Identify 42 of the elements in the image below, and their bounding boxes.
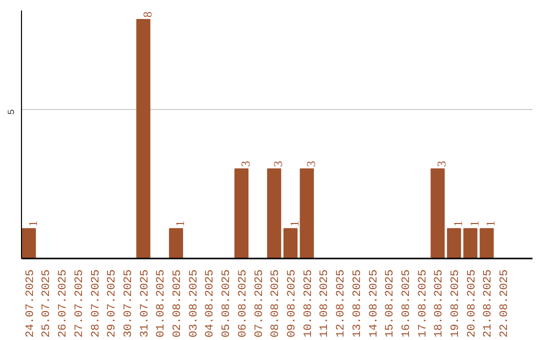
x-tick-label: 14.08.2025 xyxy=(368,269,380,338)
data-label: 3 xyxy=(304,160,318,167)
x-tick-label: 03.08.2025 xyxy=(188,269,200,338)
x-tick-label: 09.08.2025 xyxy=(286,269,298,338)
data-label: 3 xyxy=(271,160,286,167)
y-tick-label: 5 xyxy=(6,109,17,115)
x-tick-label: 30.07.2025 xyxy=(122,269,135,338)
x-tick-label: 08.08.2025 xyxy=(270,269,282,338)
data-label: 1 xyxy=(484,220,498,227)
x-tick-label: 20.08.2025 xyxy=(466,269,478,338)
x-tick-label: 31.07.2025 xyxy=(139,269,152,338)
data-label: 1 xyxy=(26,220,40,227)
x-tick-label: 25.07.2025 xyxy=(41,269,54,338)
x-tick-label: 27.07.2025 xyxy=(74,269,86,338)
x-tick-label: 17.08.2025 xyxy=(417,269,430,338)
x-tick-label: 07.08.2025 xyxy=(254,269,266,338)
x-tick-label: 22.08.2025 xyxy=(499,269,512,338)
x-tick-label: 13.08.2025 xyxy=(352,269,364,338)
data-label: 1 xyxy=(173,220,188,227)
x-tick-label: 21.08.2025 xyxy=(482,269,495,338)
data-label: 1 xyxy=(451,220,466,227)
x-tick-label: 06.08.2025 xyxy=(237,269,250,338)
data-label: 1 xyxy=(467,220,482,227)
x-tick-label: 24.07.2025 xyxy=(24,269,37,338)
x-tick-label: 01.08.2025 xyxy=(156,269,168,338)
x-tick-label: 15.08.2025 xyxy=(384,269,397,338)
x-tick-label: 10.08.2025 xyxy=(302,269,315,338)
data-label: 8 xyxy=(140,11,154,18)
x-tick-label: 11.08.2025 xyxy=(319,269,332,338)
x-tick-label: 04.08.2025 xyxy=(204,269,217,338)
data-label: 3 xyxy=(238,160,252,167)
x-tick-label: 05.08.2025 xyxy=(221,269,234,338)
x-tick-label: 18.08.2025 xyxy=(434,269,446,338)
x-tick-label: 12.08.2025 xyxy=(336,269,348,338)
data-label: 1 xyxy=(287,220,302,227)
x-tick-label: 16.08.2025 xyxy=(400,269,413,338)
x-tick-label: 26.07.2025 xyxy=(58,269,70,338)
x-tick-label: 28.07.2025 xyxy=(90,269,102,338)
x-tick-label: 19.08.2025 xyxy=(450,269,462,338)
data-label: 3 xyxy=(434,160,449,167)
x-tick-label: 29.07.2025 xyxy=(106,269,119,338)
x-tick-label: 02.08.2025 xyxy=(172,269,184,338)
